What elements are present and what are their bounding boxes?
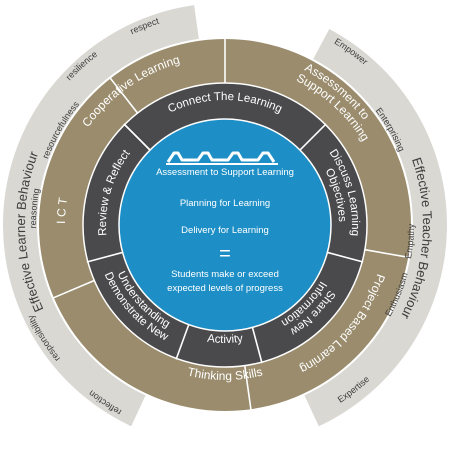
dark-label-activity: Activity (206, 333, 243, 346)
dark-seps-line-4 (175, 324, 190, 360)
result-line-1: Students make or exceed (171, 269, 279, 280)
dark-seps-line-6 (123, 123, 151, 151)
gold-seps-line-1 (364, 248, 410, 259)
center-text: Assessment to Support Learning Planning … (156, 167, 294, 294)
gold-seps-line-2 (243, 365, 252, 411)
gold-label-thinking-path: Thinking Skills (186, 365, 264, 383)
logo-bridge-shape (166, 151, 276, 163)
gold-ring-separators (52, 38, 410, 411)
gold-label-ict-path: I C T (54, 196, 70, 224)
word-empathy-path: Empathy (403, 223, 416, 259)
word-empathy: Empathy (403, 223, 416, 259)
dark-seps-line-5 (86, 251, 123, 263)
word-reasoning: reasoning (28, 187, 41, 228)
gold-seps-line-4 (109, 77, 139, 114)
teacher-behaviour-band (304, 28, 448, 427)
dark-ring-separators (86, 123, 364, 364)
word-reasoning-path: reasoning (28, 187, 41, 228)
dark-label-activity-path: Activity (206, 333, 243, 346)
dark-seps-line-3 (251, 327, 263, 364)
delivery-line: Delivery for Learning (181, 225, 269, 236)
assessment-logo-icon (166, 151, 278, 165)
equals-sign: = (219, 243, 231, 265)
planning-line: Planning for Learning (180, 198, 270, 209)
logo-caption: Assessment to Support Learning (156, 167, 294, 178)
center-disc (118, 118, 332, 332)
learner-behaviour-band (3, 5, 199, 427)
gold-label-thinking: Thinking Skills (186, 365, 264, 383)
gold-label-ict: I C T (54, 196, 70, 224)
dark-seps-line-1 (299, 123, 327, 151)
result-line-2: expected levels of progress (167, 283, 283, 294)
gold-seps-line-3 (52, 279, 95, 299)
dark-seps-line-2 (327, 251, 364, 263)
